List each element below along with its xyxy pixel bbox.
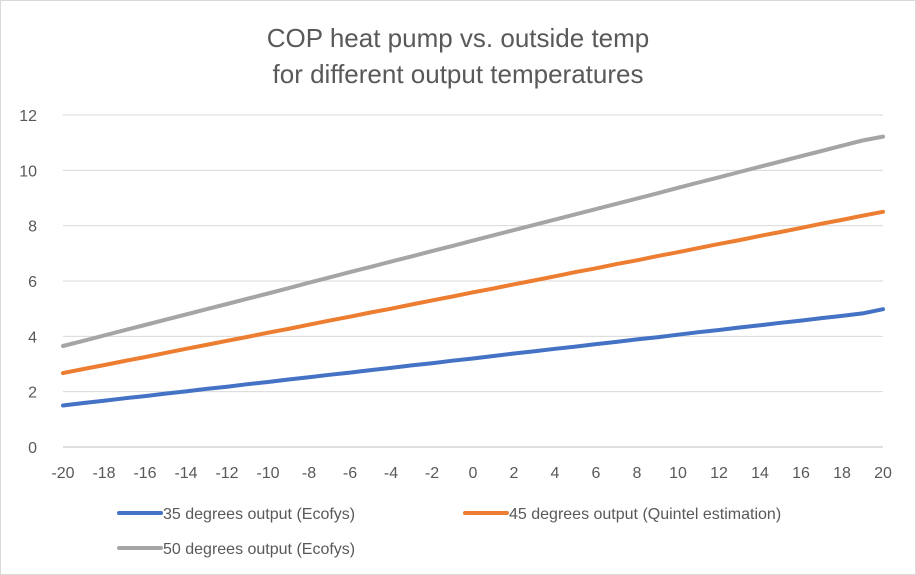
x-tick-label: -4 bbox=[384, 465, 398, 482]
x-tick-label: 8 bbox=[633, 465, 642, 482]
legend-label-2: 45 degrees output (Quintel estimation) bbox=[509, 506, 781, 523]
x-axis-tick-labels: -20 -18 -16 -14 -12 -10 -8 -6 -4 -2 0 2 4 6 8 10 12 14 16 1… bbox=[51, 465, 892, 482]
series-lines bbox=[61, 134, 885, 408]
x-tick-label: -2 bbox=[425, 465, 439, 482]
legend-label-1: 35 degrees output (Ecofys) bbox=[163, 506, 355, 523]
x-tick-label: -14 bbox=[174, 465, 197, 482]
x-tick-label: 4 bbox=[551, 465, 560, 482]
x-tick-label: -10 bbox=[256, 465, 279, 482]
x-tick-label: 18 bbox=[833, 465, 851, 482]
x-tick-label: -20 bbox=[51, 465, 74, 482]
x-tick-label: -18 bbox=[92, 465, 115, 482]
x-tick-label: 6 bbox=[592, 465, 601, 482]
x-tick-label: 12 bbox=[710, 465, 728, 482]
y-tick-label: 10 bbox=[19, 163, 37, 180]
y-tick-label: 2 bbox=[28, 385, 37, 402]
x-tick-label: -6 bbox=[343, 465, 357, 482]
x-tick-label: 14 bbox=[751, 465, 769, 482]
x-tick-label: 0 bbox=[469, 465, 478, 482]
chart-title-line-1: COP heat pump vs. outside temp bbox=[267, 23, 650, 53]
x-tick-label: 2 bbox=[510, 465, 519, 482]
x-tick-label: -8 bbox=[302, 465, 316, 482]
x-tick-label: -16 bbox=[133, 465, 156, 482]
x-tick-label: 16 bbox=[792, 465, 810, 482]
y-axis-tick-labels: 0 2 4 6 8 10 12 bbox=[19, 108, 37, 457]
x-tick-label: 10 bbox=[669, 465, 687, 482]
legend-label-3: 50 degrees output (Ecofys) bbox=[163, 541, 355, 558]
y-tick-label: 4 bbox=[28, 329, 37, 346]
series-line-1 bbox=[61, 307, 885, 408]
y-tick-label: 12 bbox=[19, 108, 37, 125]
chart-title-line-2: for different output temperatures bbox=[273, 59, 644, 89]
series-line-3 bbox=[61, 134, 885, 348]
y-tick-label: 0 bbox=[28, 440, 37, 457]
legend: 35 degrees output (Ecofys) 45 degrees out… bbox=[117, 506, 781, 558]
chart-title: COP heat pump vs. outside temp for diffe… bbox=[267, 23, 650, 89]
x-tick-label: 20 bbox=[874, 465, 892, 482]
series-line-2 bbox=[61, 209, 885, 376]
y-tick-label: 6 bbox=[28, 274, 37, 291]
x-tick-label: -12 bbox=[215, 465, 238, 482]
y-tick-label: 8 bbox=[28, 219, 37, 236]
